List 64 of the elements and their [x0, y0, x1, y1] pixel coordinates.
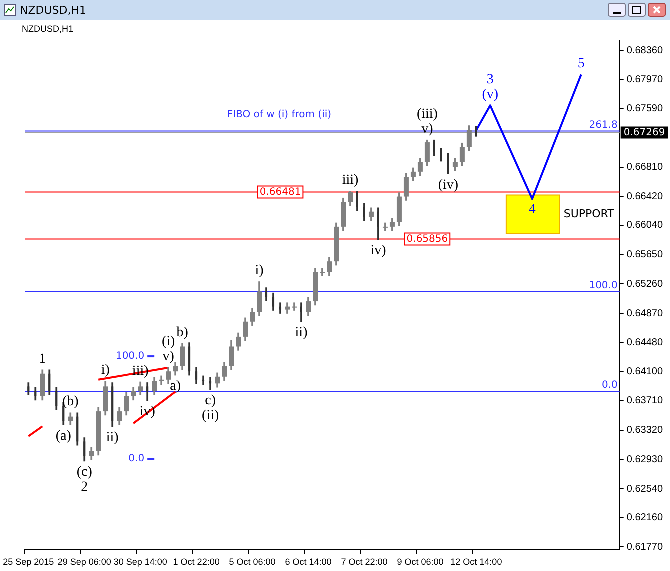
y-tick-label: 0.64100 [626, 366, 664, 378]
annotation: c) [205, 393, 216, 408]
y-tick-label: 0.62540 [626, 484, 664, 495]
ref-line-label: 0.67269 [624, 127, 666, 138]
annotation: ii) [106, 430, 120, 446]
annotation: (iii) [416, 106, 438, 122]
y-tick-label: 0.63710 [626, 396, 664, 407]
annotation: 0.0 [602, 380, 618, 392]
y-tick-label: 0.66040 [626, 220, 664, 232]
x-tick-label: 5 Oct 06:00 [229, 557, 276, 568]
annotation: 0.0 [128, 454, 145, 465]
y-tick-label: 0.68360 [626, 45, 664, 56]
annotation: (b) [62, 394, 80, 410]
annotation: (ii) [202, 408, 220, 424]
candlestick [292, 302, 298, 311]
y-tick-label: 0.66810 [626, 162, 664, 174]
chart-title: NZDUSD,H1 [20, 4, 87, 16]
annotation: 100.0 [116, 351, 145, 362]
y-tick-label: 0.67590 [626, 103, 664, 114]
annotation: 3 [486, 72, 494, 88]
annotation: 261.8 [589, 120, 618, 131]
ref-line-label: 0.66481 [260, 186, 302, 198]
annotation: (a) [56, 428, 72, 444]
y-tick-label: 0.62160 [626, 512, 664, 524]
annotation: 4 [528, 202, 536, 218]
x-tick-label: 7 Oct 22:00 [341, 557, 388, 568]
annotation: (c) [76, 464, 93, 480]
y-tick-label: 0.61770 [626, 542, 664, 553]
candlestick [320, 268, 326, 276]
annotation: FIBO of w (i) from (ii) [227, 109, 332, 120]
annotation: 1 [39, 352, 46, 367]
annotation: a) [170, 379, 182, 394]
annotation: 5 [578, 56, 585, 72]
x-tick-label: 30 Sep 14:00 [114, 557, 168, 568]
annotation: (i) [162, 334, 176, 350]
y-tick-label: 0.63320 [626, 425, 664, 436]
ref-line-label: 0.65856 [406, 234, 448, 245]
x-tick-label: 25 Sep 2015 [3, 557, 54, 568]
annotation: ii) [295, 326, 308, 341]
y-tick-label: 0.65650 [626, 250, 664, 261]
y-tick-label: 0.64870 [626, 308, 664, 320]
candlestick [382, 222, 388, 232]
x-tick-label: 29 Sep 06:00 [58, 557, 112, 568]
chart-title: NZDUSD,H1 [22, 24, 74, 34]
annotation: v) [162, 350, 175, 365]
x-tick-label: 6 Oct 14:00 [285, 557, 332, 568]
annotation: b) [176, 325, 189, 340]
annotation: iv) [370, 243, 387, 258]
y-tick-label: 0.66420 [626, 192, 664, 203]
y-tick-label: 0.62930 [626, 454, 664, 466]
annotation: (v) [482, 87, 499, 102]
annotation: i) [101, 363, 110, 378]
x-tick-label: 12 Oct 14:00 [450, 557, 502, 568]
x-tick-label: 1 Oct 22:00 [173, 557, 220, 568]
annotation: (iv) [438, 178, 459, 193]
annotation: iii) [342, 173, 359, 188]
annotation: 100.0 [589, 280, 618, 292]
y-tick-label: 0.65260 [626, 278, 664, 290]
y-tick-label: 0.64480 [626, 338, 664, 349]
annotation: i) [255, 264, 264, 279]
y-tick-label: 0.67970 [626, 74, 664, 86]
annotation: 2 [81, 480, 88, 495]
band-label: SUPPORT [564, 207, 615, 220]
x-tick-label: 9 Oct 06:00 [397, 557, 444, 568]
